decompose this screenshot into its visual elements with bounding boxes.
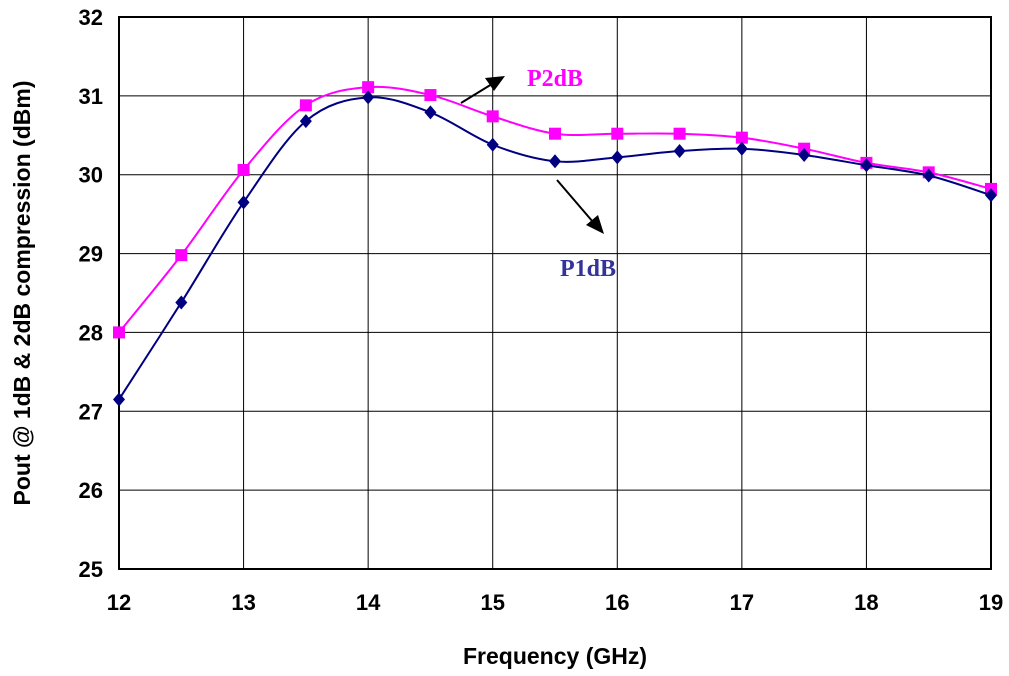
p2db-arrowhead <box>485 76 505 91</box>
data-point-p2db <box>299 99 312 112</box>
series-line-p2db <box>118 85 992 334</box>
x-tick-label: 13 <box>231 590 255 615</box>
data-point-p2db <box>549 127 561 140</box>
data-point-p2db <box>611 127 624 140</box>
y-tick-labels: 25 26 27 28 29 30 31 32 <box>79 5 103 582</box>
y-axis-title: Pout @ 1dB & 2dB compression (dBm) <box>9 81 35 506</box>
x-tick-label: 19 <box>979 590 1003 615</box>
data-point-p1db <box>673 144 686 159</box>
data-point-p2db <box>362 81 375 94</box>
y-tick-label: 28 <box>79 320 103 345</box>
data-point-p2db <box>673 127 686 140</box>
data-point-p2db <box>424 89 437 102</box>
data-point-p2db <box>486 110 499 123</box>
x-tick-label: 12 <box>107 590 131 615</box>
data-point-p1db <box>424 105 437 120</box>
series-layer <box>113 81 997 407</box>
y-tick-label: 31 <box>79 84 103 109</box>
data-point-p1db <box>299 114 312 129</box>
data-point-p1db <box>486 137 499 152</box>
data-point-p2db <box>113 326 125 339</box>
data-point-p1db <box>922 168 935 183</box>
x-tick-label: 16 <box>605 590 629 615</box>
data-point-p1db <box>113 392 125 407</box>
y-tick-label: 25 <box>79 557 103 582</box>
p2db-label: P2dB <box>527 66 583 92</box>
p2db-arrow <box>460 83 493 104</box>
data-point-p1db <box>549 154 561 169</box>
data-point-p1db <box>611 150 624 165</box>
plot-area-border <box>118 16 992 570</box>
series-p2db <box>113 81 997 339</box>
y-tick-label: 32 <box>79 5 103 30</box>
data-point-p2db <box>175 249 188 262</box>
data-point-p1db <box>362 90 375 105</box>
data-point-p2db <box>735 131 748 144</box>
annotation-arrows <box>460 76 604 234</box>
p1db-arrow <box>556 179 594 223</box>
p1db-label: P1dB <box>560 256 616 282</box>
data-point-p1db <box>985 188 997 203</box>
x-tick-label: 17 <box>730 590 754 615</box>
y-tick-label: 26 <box>79 478 103 503</box>
y-tick-label: 30 <box>79 163 103 188</box>
x-tick-label: 18 <box>854 590 878 615</box>
x-tick-label: 15 <box>480 590 504 615</box>
data-point-p2db <box>237 163 250 176</box>
y-tick-label: 29 <box>79 242 103 267</box>
data-point-p1db <box>798 148 811 162</box>
x-axis-title: Frequency (GHz) <box>463 643 647 669</box>
data-point-p1db <box>860 158 873 173</box>
p1db-arrowhead <box>586 215 604 234</box>
series-p1db <box>113 90 997 407</box>
data-point-p1db <box>735 141 748 156</box>
data-point-p1db <box>175 295 188 310</box>
x-tick-label: 14 <box>356 590 381 615</box>
y-tick-label: 27 <box>79 399 103 424</box>
grid <box>118 16 992 570</box>
x-tick-labels: 12 13 14 15 16 17 18 19 <box>107 590 1003 615</box>
series-line-p1db <box>118 96 992 400</box>
data-point-p1db <box>237 195 250 210</box>
